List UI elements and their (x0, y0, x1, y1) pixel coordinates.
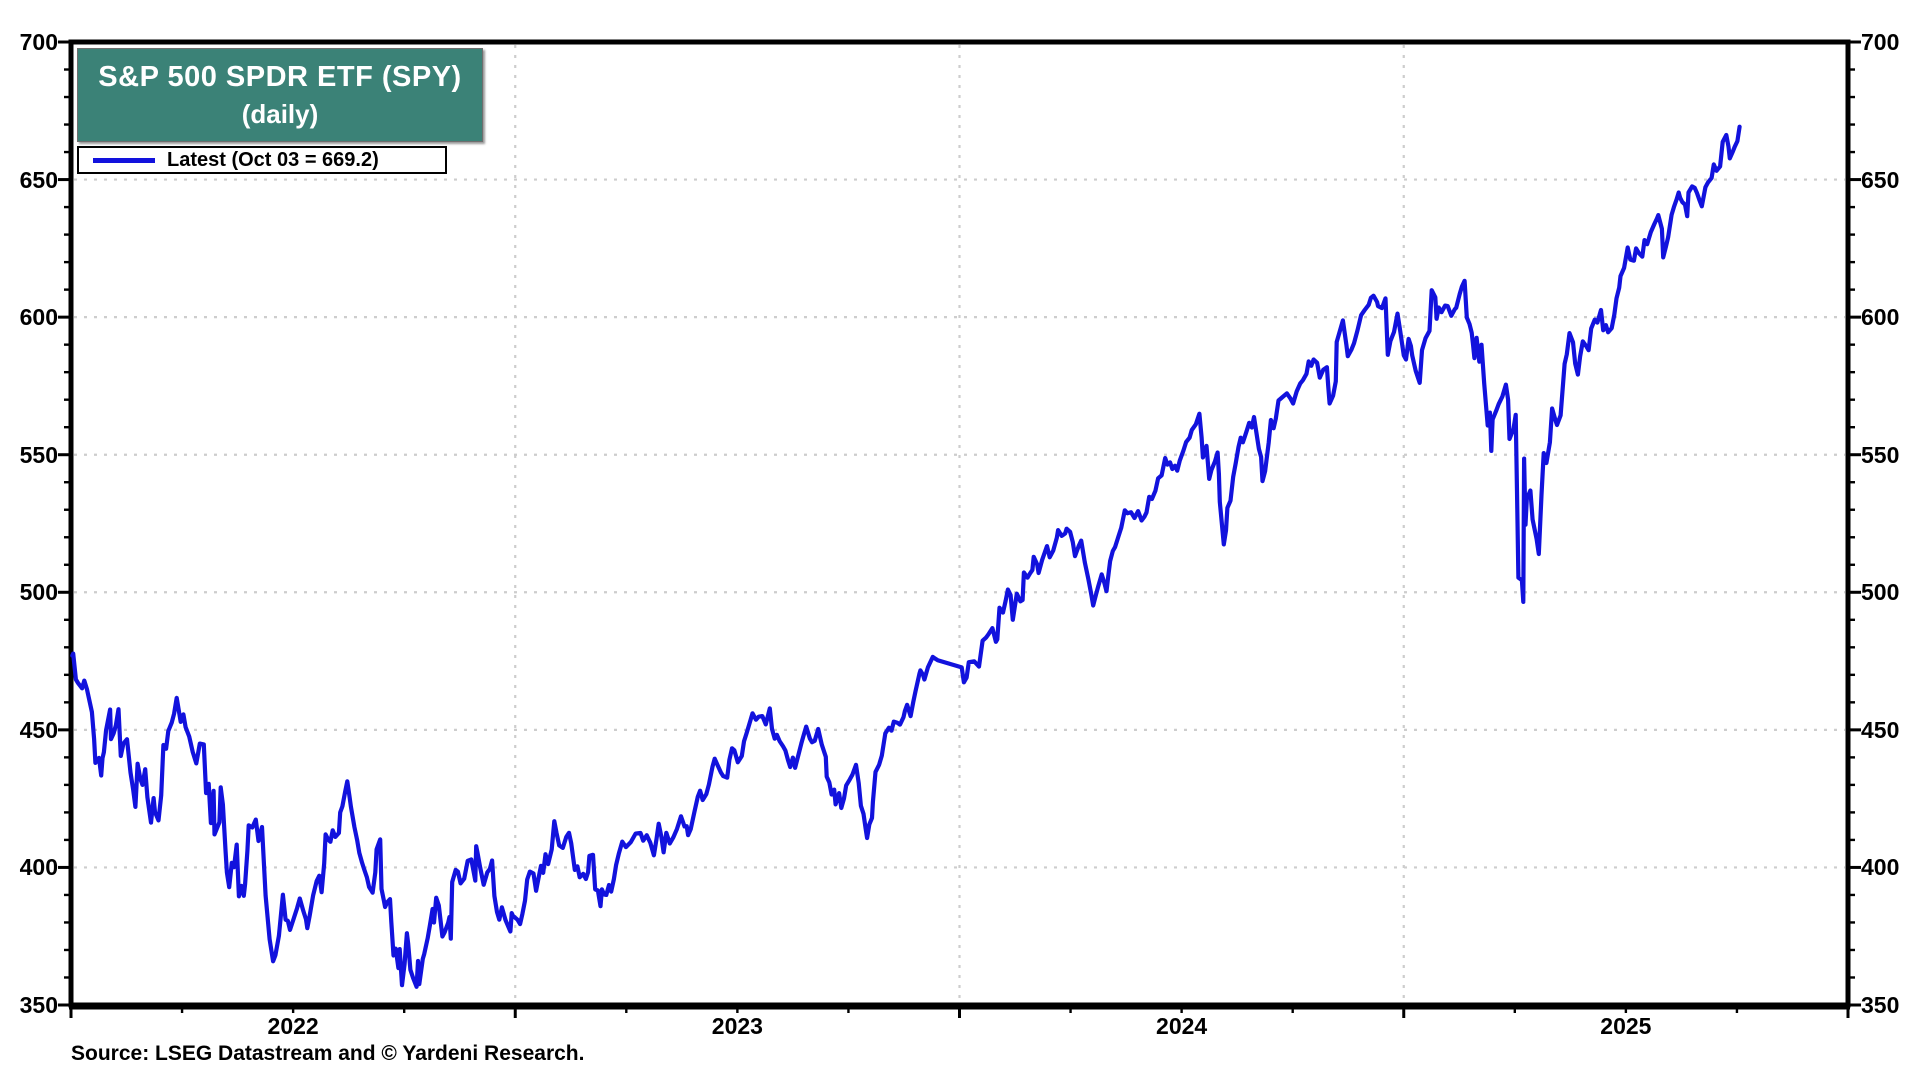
source-attribution: Source: LSEG Datastream and © Yardeni Re… (71, 1042, 585, 1065)
y-axis-label-left: 700 (19, 29, 58, 55)
y-axis-label-left: 450 (19, 716, 58, 743)
x-axis-year-label: 2024 (1156, 1013, 1208, 1039)
y-axis-label-right: 400 (1861, 854, 1900, 881)
y-axis-label-left: 350 (19, 992, 58, 1018)
y-axis-label-left: 550 (19, 441, 58, 468)
y-axis-label-right: 500 (1861, 579, 1900, 606)
y-axis-label-right: 350 (1861, 992, 1900, 1018)
y-axis-label-left: 650 (19, 166, 58, 193)
y-axis-label-left: 500 (19, 579, 58, 606)
y-axis-label-right: 600 (1861, 304, 1900, 331)
y-axis-label-right: 650 (1861, 166, 1900, 193)
legend-line-swatch (93, 157, 155, 163)
legend: Latest (Oct 03 = 669.2) (77, 146, 447, 174)
x-axis-year-label: 2022 (267, 1013, 319, 1039)
legend-series-label: Latest (Oct 03 = 669.2) (167, 148, 379, 171)
y-axis-label-right: 700 (1861, 29, 1900, 55)
y-axis-label-right: 450 (1861, 716, 1900, 743)
chart-title: S&P 500 SPDR ETF (SPY) (98, 60, 462, 93)
chart-title-box: S&P 500 SPDR ETF (SPY) (daily) (77, 48, 483, 142)
chart-subtitle: (daily) (241, 98, 319, 129)
x-axis-year-label: 2025 (1600, 1013, 1652, 1039)
y-axis-label-left: 600 (19, 304, 58, 331)
x-axis-year-label: 2023 (711, 1013, 763, 1039)
y-axis-label-left: 400 (19, 854, 58, 881)
price-line (70, 124, 1742, 989)
y-axis-label-right: 550 (1861, 441, 1900, 468)
